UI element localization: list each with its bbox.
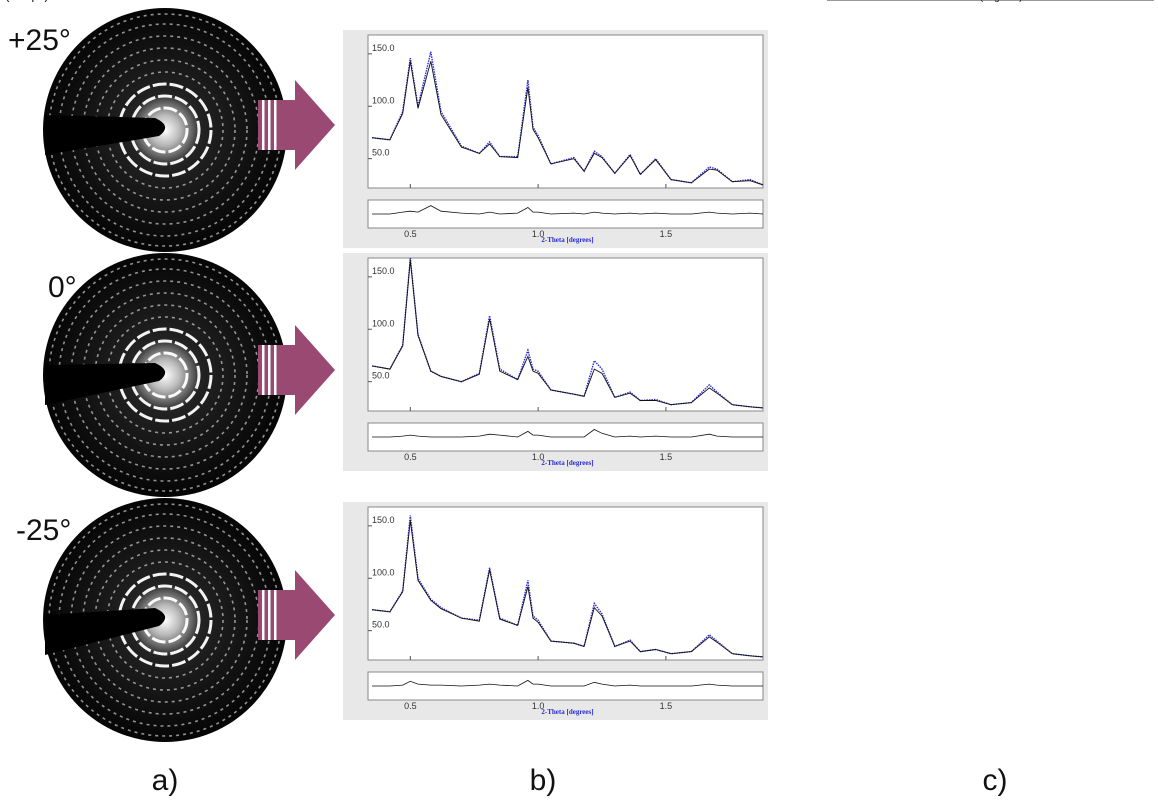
plot-area bbox=[367, 506, 764, 661]
x-tick-label: 0.5 bbox=[404, 701, 417, 711]
arrow-stripe bbox=[274, 590, 277, 640]
y-tick-label: 50 bbox=[0, 0, 6, 3]
arrow bbox=[258, 570, 335, 660]
annotation: data bbox=[1105, 0, 1149, 5]
beam-stop bbox=[45, 363, 166, 405]
plot-area bbox=[367, 34, 764, 189]
panel-label: c) bbox=[983, 764, 1008, 797]
arrow-stripe bbox=[268, 345, 271, 395]
y-tick-label: 30 bbox=[0, 0, 6, 3]
panel-label: a) bbox=[152, 764, 179, 797]
annotation: E-WIMV bbox=[1070, 0, 1148, 5]
x-axis-label: 2-Theta [degrees] bbox=[541, 708, 593, 716]
y-tick-label: 150.0 bbox=[372, 515, 395, 525]
diffraction-disk bbox=[43, 8, 287, 252]
diffraction-disk bbox=[43, 253, 287, 497]
x-tick-label: 0.80 bbox=[921, 0, 941, 3]
arrow-stripe bbox=[274, 345, 277, 395]
y-tick-label: 100.0 bbox=[372, 95, 395, 105]
y-axis-label: Spectrum # (data | fit) bbox=[0, 0, 48, 3]
residual-line bbox=[372, 205, 764, 215]
x-tick-label: 1.0 bbox=[532, 452, 545, 462]
y-tick-label: 10 bbox=[0, 0, 6, 3]
separator bbox=[831, 0, 1154, 5]
y-tick-label: 100.0 bbox=[372, 318, 395, 328]
residual-line bbox=[372, 679, 763, 687]
fit-line bbox=[371, 520, 764, 658]
x-axis-label: 2-Theta (degrees) bbox=[942, 0, 1022, 3]
y-tick-label: 50.0 bbox=[372, 148, 390, 158]
plot-area bbox=[367, 257, 764, 412]
x-tick-label: 1.5 bbox=[660, 701, 673, 711]
diffraction-ring bbox=[106, 71, 224, 189]
y-tick-label: 10 bbox=[0, 0, 6, 3]
x-axis-label: 2-Theta [degrees] bbox=[541, 459, 593, 467]
y-tick-label: 100.0 bbox=[372, 567, 395, 577]
arrow-stripe bbox=[262, 100, 265, 150]
y-tick-label: 20 bbox=[0, 0, 6, 3]
y-tick-label: 150.0 bbox=[372, 266, 395, 276]
diffraction-ring bbox=[82, 47, 248, 213]
y-tick-label: 20 bbox=[0, 0, 6, 3]
annotation: fit bbox=[1128, 0, 1148, 5]
residual-area bbox=[367, 199, 764, 229]
x-tick-label: 1.20 bbox=[1005, 0, 1025, 3]
y-tick-label: 20 bbox=[0, 0, 6, 3]
fit-line bbox=[371, 61, 764, 186]
arrow-stripe bbox=[262, 345, 265, 395]
diffraction-patterns bbox=[43, 8, 335, 742]
y-tick-label: 150.0 bbox=[372, 43, 395, 53]
angle-label: 0° bbox=[48, 271, 77, 304]
y-tick-label: 50 bbox=[0, 0, 6, 3]
arrow-stripe bbox=[262, 590, 265, 640]
beam-stop bbox=[45, 115, 166, 155]
y-tick-label: 40 bbox=[0, 0, 6, 3]
arrow-stripe bbox=[268, 590, 271, 640]
y-tick-label: 0 bbox=[0, 0, 3, 3]
y-tick-label: 50 bbox=[0, 0, 6, 3]
y-tick-label: 30 bbox=[0, 0, 6, 3]
x-tick-label: 1.0 bbox=[532, 229, 545, 239]
panel-label: b) bbox=[530, 764, 557, 797]
angle-label: -25° bbox=[16, 514, 71, 547]
diffraction-ring bbox=[82, 537, 248, 703]
diffraction-disk bbox=[43, 498, 287, 742]
arrow bbox=[258, 80, 335, 170]
y-tick-label: 10 bbox=[0, 0, 6, 3]
y-tick-label: 40 bbox=[0, 0, 6, 3]
arrow bbox=[258, 325, 335, 415]
diffraction-ring bbox=[106, 561, 224, 679]
x-tick-label: 0.5 bbox=[404, 452, 417, 462]
x-tick-label: 0.5 bbox=[404, 229, 417, 239]
y-axis-label: Spectrum # (data | fit) bbox=[0, 0, 48, 3]
x-tick-label: 1.60 bbox=[1088, 0, 1108, 3]
arrow-stripe bbox=[274, 100, 277, 150]
y-tick-label: 0 bbox=[0, 0, 3, 3]
angle-label: +25° bbox=[8, 24, 71, 57]
arrow-stripe bbox=[268, 100, 271, 150]
fit-line bbox=[371, 260, 764, 409]
y-tick-label: 30 bbox=[0, 0, 6, 3]
x-tick-label: 0.40 bbox=[838, 0, 858, 3]
x-tick-label: 1.0 bbox=[532, 701, 545, 711]
y-tick-label: 0 bbox=[0, 0, 3, 3]
beam-stop bbox=[45, 608, 166, 655]
residual-line bbox=[372, 429, 763, 438]
x-axis-label: 2-Theta [degrees] bbox=[541, 236, 593, 244]
y-axis-label: Spectrum # (data | fit) bbox=[0, 0, 48, 3]
diffraction-ring bbox=[106, 316, 224, 434]
y-tick-label: 50.0 bbox=[372, 371, 390, 381]
diffraction-ring bbox=[82, 292, 248, 458]
x-tick-label: 1.5 bbox=[660, 452, 673, 462]
y-tick-label: 40 bbox=[0, 0, 6, 3]
x-tick-label: 1.5 bbox=[660, 229, 673, 239]
y-tick-label: 50.0 bbox=[372, 620, 390, 630]
